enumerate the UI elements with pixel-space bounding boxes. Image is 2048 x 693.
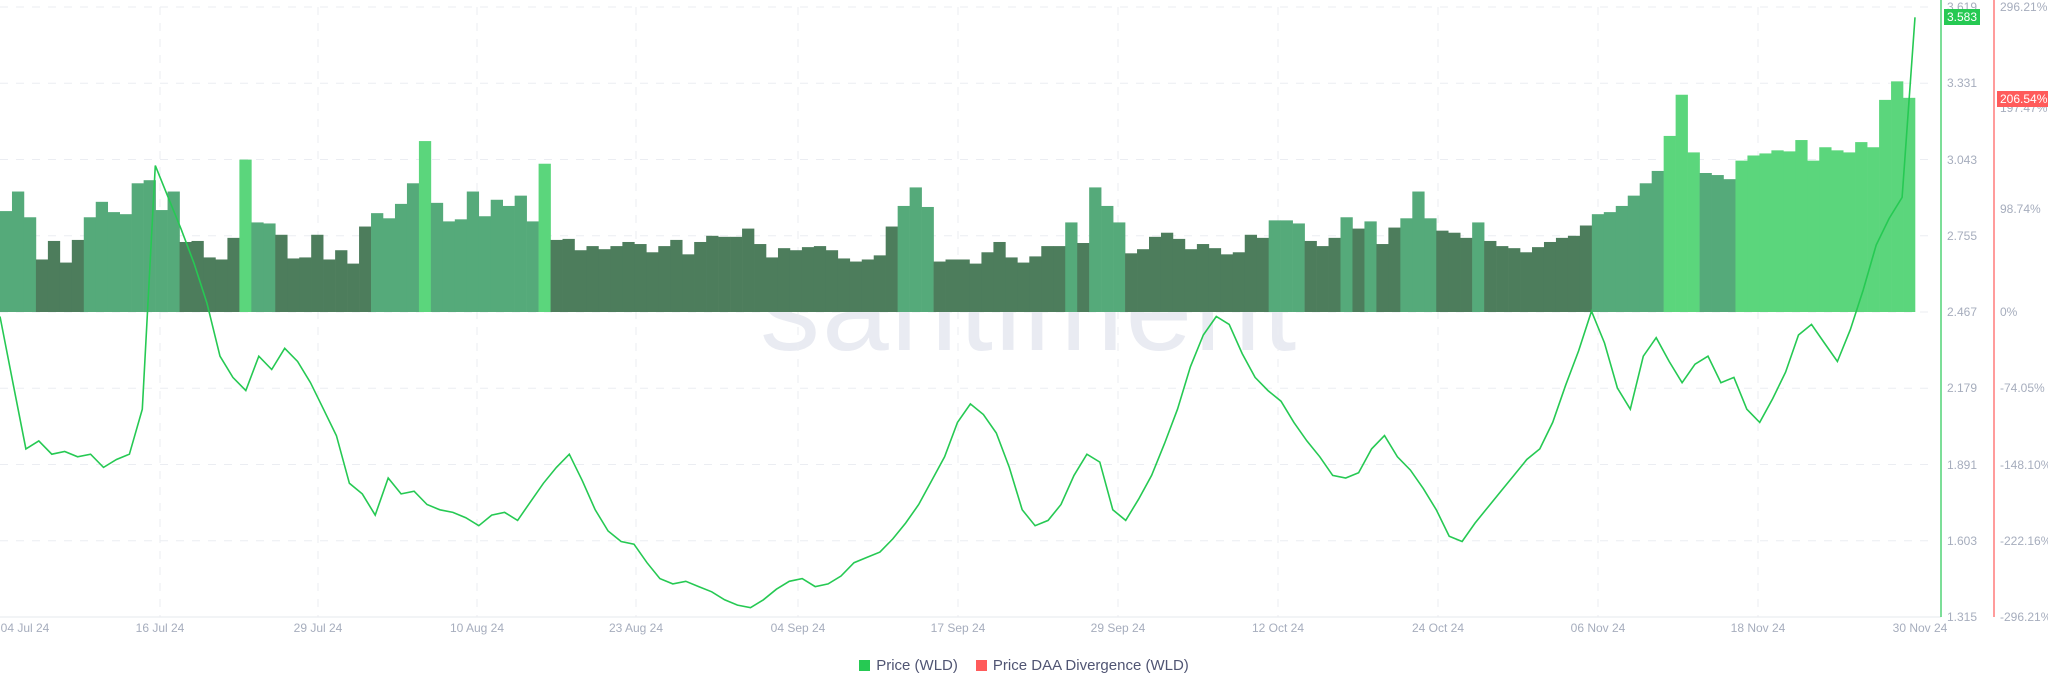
divergence-tick-label: -296.21% (2000, 610, 2048, 624)
divergence-bars (0, 81, 1916, 313)
price-tick-label: 1.891 (1947, 457, 1978, 472)
x-tick-label: 10 Aug 24 (449, 621, 505, 635)
price-line (0, 17, 1916, 609)
price-current-badge: 3.583 (1944, 9, 1981, 25)
divergence-tick-label: -222.16% (2000, 534, 2048, 548)
x-tick-label: 16 Jul 24 (135, 621, 185, 635)
legend-swatch-red-icon (975, 660, 987, 671)
divergence-tick-label: 98.74% (2000, 202, 2041, 216)
legend-label: Price (WLD) (876, 657, 958, 674)
x-tick-label: 17 Sep 24 (930, 621, 986, 635)
price-tick-label: 1.603 (1947, 533, 1978, 548)
legend: Price (WLD) Price DAA Divergence (WLD) (0, 657, 2048, 674)
price-tick-label: 2.467 (1947, 305, 1978, 319)
x-tick-label: 04 Sep 24 (770, 621, 826, 635)
divergence-tick-label: 296.21% (2000, 0, 2048, 14)
x-tick-label: 23 Aug 24 (608, 621, 664, 635)
x-tick-label: 06 Nov 24 (1570, 621, 1626, 635)
x-tick-label: 12 Oct 24 (1251, 621, 1305, 635)
price-tick-label: 3.331 (1947, 76, 1978, 91)
legend-label: Price DAA Divergence (WLD) (992, 657, 1189, 674)
x-tick-label: 24 Oct 24 (1411, 621, 1465, 635)
x-tick-label: 29 Sep 24 (1090, 621, 1146, 635)
price-tick-label: 2.755 (1947, 228, 1978, 243)
legend-item-price[interactable]: Price (WLD) (859, 657, 958, 674)
divergence-tick-label: -74.05% (2000, 381, 2045, 395)
divergence-tick-label: 0% (2000, 305, 2018, 319)
price-tick-label: 1.315 (1947, 610, 1978, 624)
x-tick-label: 30 Nov 24 (1892, 621, 1948, 635)
price-tick-label: 3.043 (1947, 152, 1978, 167)
divergence-current-badge: 206.54% (1997, 91, 2048, 107)
legend-swatch-green-icon (859, 660, 871, 671)
x-tick-label: 04 Jul 24 (0, 621, 50, 635)
x-tick-label: 29 Jul 24 (293, 621, 343, 635)
price-tick-label: 2.179 (1947, 381, 1978, 396)
legend-item-divergence[interactable]: Price DAA Divergence (WLD) (975, 657, 1189, 674)
divergence-tick-label: -148.10% (2000, 458, 2048, 472)
x-tick-label: 18 Nov 24 (1730, 621, 1786, 635)
